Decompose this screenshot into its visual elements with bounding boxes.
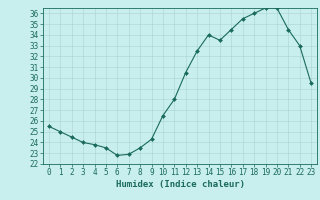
X-axis label: Humidex (Indice chaleur): Humidex (Indice chaleur) [116,180,244,189]
